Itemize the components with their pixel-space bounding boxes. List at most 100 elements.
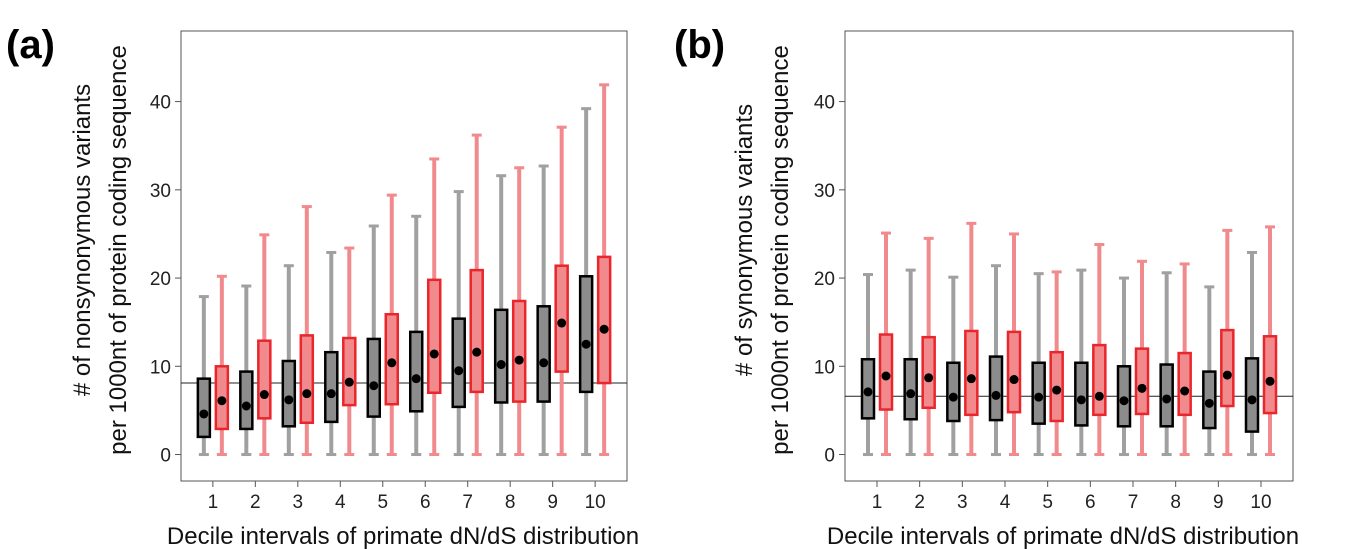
panel-a-xtick-label-4: 5 (377, 492, 388, 513)
panel-a-box-s1-3 (342, 246, 357, 457)
panel-a-median-dot-s1-4 (387, 358, 397, 368)
panel-b-iqr-box-s0-3 (988, 355, 1004, 422)
panel-b-median-dot-s1-8 (1222, 370, 1232, 380)
panel-b-tag: (b) (674, 23, 725, 67)
panel-a-iqr-box-s0-0 (196, 377, 212, 439)
panel-a-median-dot-s0-4 (369, 381, 379, 391)
panel-a-tag: (a) (6, 23, 55, 67)
panel-a-xtick-label-7: 8 (505, 492, 516, 513)
panel-b-box-s1-2 (964, 221, 979, 457)
panel-b-median-dot-s1-7 (1180, 386, 1190, 396)
panel-b-box-s0-3 (988, 264, 1004, 457)
panel-b-box-s0-7 (1159, 271, 1174, 457)
panel-b-median-dot-s1-4 (1052, 385, 1062, 395)
panel-a-box-s0-6 (451, 190, 466, 457)
panel-a-iqr-box-s1-5 (426, 278, 442, 395)
panel-a-iqr-box-s0-3 (324, 350, 339, 424)
panel-b-median-dot-s0-6 (1119, 396, 1129, 406)
panel-b-iqr-box-s0-5 (1074, 361, 1089, 427)
panel-a-xtick-label-0: 1 (208, 492, 219, 513)
panel-a: (a) # of nonsynonymous variants per 1000… (6, 23, 639, 549)
panel-b-iqr-box-s1-8 (1220, 328, 1235, 408)
panel-a-xtick-label-1: 2 (250, 492, 261, 513)
panel-a-iqr-box-s0-7 (493, 308, 509, 404)
panel-b-xlabel: Decile intervals of primate dN/dS distri… (827, 523, 1299, 549)
panel-b-box-s0-6 (1116, 276, 1132, 457)
panel-a-median-dot-s0-9 (581, 339, 591, 349)
panel-a-ylabel-line1: # of nonsynonymous variants (69, 84, 96, 396)
panel-b-xtick-label-8: 9 (1213, 492, 1224, 513)
panel-a-median-dot-s0-2 (284, 395, 294, 405)
panel-a-iqr-box-s1-2 (299, 334, 315, 425)
panel-a-median-dot-s1-0 (217, 396, 227, 406)
panel-a-median-dot-s1-3 (344, 377, 354, 387)
panel-a-xtick-label-5: 6 (420, 492, 431, 513)
panel-b-iqr-box-s0-2 (946, 361, 961, 423)
panel-b-iqr-box-s1-7 (1177, 351, 1192, 417)
panel-a-box-s0-1 (239, 284, 254, 457)
panel-a-box-s0-8 (536, 164, 551, 457)
panel-b-box-s0-2 (946, 275, 961, 457)
panel-a-median-dot-s0-3 (326, 389, 336, 399)
panel-a-box-s0-7 (493, 174, 509, 457)
panel-a-box-s1-6 (469, 133, 484, 457)
panel-b-iqr-box-s1-6 (1134, 347, 1150, 416)
panel-b-box-s0-1 (903, 268, 918, 457)
panel-a-iqr-box-s1-1 (257, 339, 272, 420)
panel-b-box-s1-1 (921, 236, 936, 457)
panel-b-median-dot-s0-7 (1162, 394, 1172, 404)
panel-b-iqr-box-s1-9 (1262, 335, 1278, 415)
panel-b-box-s0-5 (1074, 268, 1089, 457)
panel-a-iqr-box-s1-9 (596, 255, 612, 385)
panel-b-median-dot-s1-3 (1009, 375, 1019, 385)
panel-b-median-dot-s0-4 (1034, 392, 1044, 402)
panel-b-median-dot-s1-0 (881, 371, 891, 381)
panel-b-iqr-box-s0-9 (1244, 357, 1260, 433)
panel-b-xtick-label-4: 5 (1042, 492, 1053, 513)
panel-a-iqr-box-s1-6 (469, 268, 484, 394)
panel-a-box-s0-4 (366, 224, 382, 457)
panel-b-median-dot-s0-9 (1247, 395, 1257, 405)
panel-b: (b) # of synonymous variants per 1000nt … (674, 23, 1299, 549)
panel-a-iqr-box-s1-3 (342, 336, 357, 407)
panel-b-box-s0-0 (860, 273, 876, 457)
panel-a-iqr-box-s0-8 (536, 305, 551, 403)
panel-a-box-s0-2 (281, 264, 297, 457)
panel-a-median-dot-s0-5 (411, 374, 421, 384)
panel-b-box-s1-8 (1220, 228, 1235, 457)
panel-b-median-dot-s1-6 (1137, 383, 1147, 393)
panel-b-median-dot-s1-2 (966, 374, 976, 384)
panel-a-box-s1-4 (384, 193, 400, 457)
panel-a-xtick-label-6: 7 (462, 492, 473, 513)
panel-a-median-dot-s0-7 (496, 360, 506, 370)
panel-b-ylabel-line2: per 1000nt of protein coding sequence (767, 45, 794, 455)
panel-a-iqr-box-s0-5 (408, 330, 424, 413)
panel-b-ytick-label-2: 20 (814, 269, 835, 290)
panel-a-iqr-box-s0-1 (239, 370, 254, 431)
panel-b-median-dot-s0-0 (863, 387, 873, 397)
panel-a-box-s1-1 (257, 233, 272, 457)
panel-a-xtick-label-2: 3 (293, 492, 304, 513)
panel-a-iqr-box-s0-2 (281, 359, 297, 428)
panel-b-iqr-box-s1-1 (921, 335, 936, 410)
panel-a-ytick-label-0: 0 (160, 446, 171, 467)
panel-b-box-s0-9 (1244, 250, 1260, 457)
panel-b-median-dot-s1-5 (1094, 391, 1104, 401)
panel-a-iqr-box-s0-4 (366, 337, 382, 418)
panel-a-xtick-label-9: 10 (585, 492, 606, 513)
panel-b-iqr-box-s1-3 (1006, 330, 1022, 414)
panel-b-box-s1-9 (1262, 225, 1278, 457)
panel-a-median-dot-s1-5 (429, 349, 439, 359)
panel-b-xtick-label-5: 6 (1085, 492, 1096, 513)
panel-a-box-s1-8 (554, 125, 569, 457)
panel-a-iqr-box-s1-7 (511, 299, 527, 403)
panel-a-box-s1-5 (426, 157, 442, 457)
panel-a-iqr-box-s0-9 (578, 275, 594, 394)
panel-a-box-s0-3 (324, 250, 339, 457)
panel-b-ytick-label-4: 40 (814, 93, 835, 114)
panel-a-xtick-label-8: 9 (547, 492, 558, 513)
panel-a-box-s1-7 (511, 166, 527, 457)
panel-a-ylabel-line2: per 1000nt of protein coding sequence (105, 45, 132, 455)
panel-a-box-s0-9 (578, 107, 594, 457)
